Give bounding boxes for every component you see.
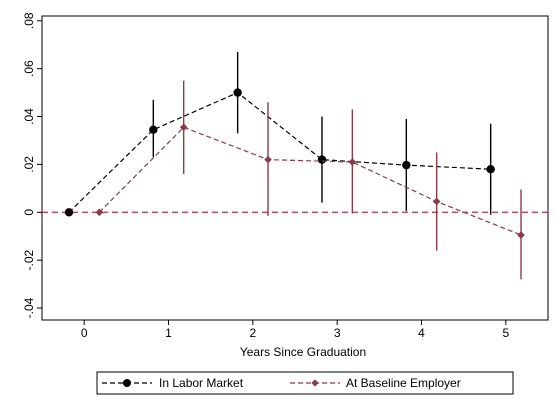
legend-item: At Baseline Employer bbox=[290, 376, 461, 390]
legend-marker bbox=[311, 379, 319, 387]
legend-box bbox=[96, 371, 514, 395]
y-tick-label: .02 bbox=[22, 156, 36, 173]
y-axis: -.04 -.02 0 .02 .04 .06 .08 bbox=[22, 12, 42, 318]
legend-label: At Baseline Employer bbox=[346, 376, 461, 390]
series-at-baseline-employer bbox=[95, 80, 525, 280]
y-tick-label: 0 bbox=[22, 209, 36, 216]
series-line bbox=[98, 126, 522, 236]
x-axis: 0 1 2 3 4 5 bbox=[81, 320, 509, 340]
legend-items: In Labor Market At Baseline Employer bbox=[102, 376, 461, 390]
data-point bbox=[149, 125, 158, 134]
data-point bbox=[64, 208, 74, 217]
x-tick-label: 1 bbox=[165, 326, 172, 340]
legend-label: In Labor Market bbox=[159, 376, 244, 390]
x-tick-label: 5 bbox=[502, 326, 509, 340]
series-layer bbox=[64, 51, 525, 280]
x-tick-label: 4 bbox=[418, 326, 425, 340]
series-line bbox=[68, 91, 491, 213]
data-point bbox=[233, 88, 242, 97]
legend-item: In Labor Market bbox=[102, 376, 244, 390]
data-point bbox=[432, 197, 441, 206]
x-tick-label: 0 bbox=[81, 326, 88, 340]
y-tick-label: .06 bbox=[22, 60, 36, 77]
data-point bbox=[517, 231, 525, 239]
data-point bbox=[402, 160, 411, 170]
plot-frame bbox=[41, 15, 549, 321]
series-in-labor-market bbox=[64, 51, 495, 217]
x-axis-title: Years Since Graduation bbox=[240, 345, 366, 359]
data-point bbox=[317, 155, 327, 164]
y-tick-label: -.04 bbox=[22, 297, 36, 318]
data-point bbox=[486, 164, 495, 174]
x-tick-label: 3 bbox=[334, 326, 341, 340]
y-tick-label: .04 bbox=[22, 108, 36, 125]
x-tick-label: 2 bbox=[249, 326, 256, 340]
data-point bbox=[348, 158, 357, 166]
y-tick-label: .08 bbox=[22, 12, 36, 29]
legend: In Labor Market At Baseline Employer bbox=[96, 371, 514, 395]
data-point bbox=[95, 208, 104, 217]
legend-marker bbox=[123, 379, 131, 387]
data-point bbox=[264, 155, 272, 164]
data-point bbox=[179, 123, 188, 132]
plot-border bbox=[41, 15, 549, 321]
y-tick-label: -.02 bbox=[22, 249, 36, 270]
